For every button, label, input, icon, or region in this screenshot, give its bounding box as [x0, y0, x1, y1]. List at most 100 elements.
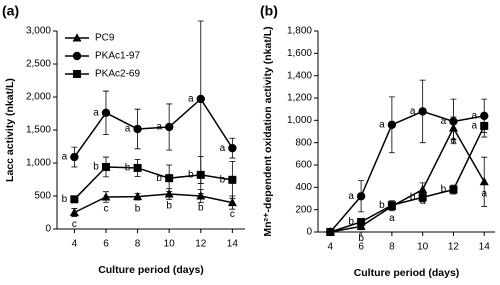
x-tick-label: 4: [72, 239, 78, 250]
x-axis-title: Culture period (days): [98, 264, 204, 276]
marker: [69, 207, 79, 216]
point-label: c: [103, 204, 108, 215]
point-label: c: [230, 209, 235, 220]
point-label: b: [198, 203, 204, 214]
marker: [227, 197, 237, 207]
panel-label: (a): [2, 3, 19, 19]
point-label: a: [348, 191, 354, 202]
legend-label: PKAc2-69: [95, 69, 140, 80]
y-tick-label: 1,500: [26, 125, 51, 136]
point-label: a: [220, 143, 226, 154]
y-tick-label: 1,000: [26, 158, 51, 169]
point-label: b: [220, 174, 226, 185]
point-label: b: [188, 170, 194, 181]
y-axis-title: Mn²⁺-dependent oxidation activity (nkat/…: [262, 26, 274, 236]
point-label: a: [471, 111, 477, 122]
marker: [101, 108, 111, 118]
y-tick-label: 0: [306, 227, 312, 238]
point-label: a: [156, 122, 162, 133]
y-tick-label: 2,500: [26, 59, 51, 70]
point-label: c: [72, 219, 77, 230]
point-label: a: [410, 106, 416, 117]
x-tick-label: 6: [358, 242, 364, 253]
y-axis-title: Lacc activity (nkat/L): [4, 78, 16, 182]
marker: [356, 192, 366, 201]
y-tick-label: 600: [295, 160, 312, 171]
point-label: b: [166, 201, 172, 212]
marker: [196, 170, 205, 179]
point-label: a: [471, 121, 477, 132]
marker: [418, 193, 427, 202]
marker: [165, 174, 174, 183]
legend-label: PKAc1-97: [95, 51, 140, 62]
x-tick-label: 12: [448, 242, 460, 253]
y-tick-label: 1,400: [287, 70, 312, 81]
marker: [449, 185, 458, 194]
line: [330, 126, 485, 233]
point-label: a: [481, 188, 487, 199]
x-tick-label: 14: [479, 242, 491, 253]
series: a a a a a a: [62, 20, 237, 184]
x-tick-label: 8: [389, 242, 395, 253]
point-label: a: [441, 116, 447, 127]
panel-label: (b): [260, 3, 278, 19]
marker: [133, 191, 143, 201]
marker: [70, 152, 79, 162]
marker: [70, 195, 79, 204]
series: c c b b b c: [69, 188, 237, 230]
y-tick-label: 1,800: [287, 26, 312, 37]
x-tick-label: 6: [103, 239, 109, 250]
line: [73, 97, 233, 158]
line: [329, 110, 485, 233]
point-label: a: [389, 213, 395, 224]
y-tick-label: 1,200: [287, 93, 312, 104]
marker: [357, 217, 366, 226]
y-tick-label: 1,600: [287, 48, 312, 59]
point-label: a: [93, 107, 99, 118]
point-label: a: [379, 119, 385, 130]
point-label: b: [62, 194, 68, 205]
marker: [72, 51, 82, 61]
y-tick-label: 0: [45, 224, 51, 235]
x-tick-label: 14: [227, 239, 239, 250]
point-label: b: [379, 200, 385, 211]
marker: [101, 162, 110, 171]
y-tick-label: 2,000: [26, 92, 51, 103]
marker: [418, 107, 427, 116]
x-tick-label: 10: [417, 242, 429, 253]
y-tick-label: 800: [295, 137, 312, 148]
point-label: b: [135, 203, 141, 214]
point-label: b: [441, 184, 447, 195]
marker: [387, 201, 396, 210]
marker: [101, 192, 111, 201]
line: [74, 193, 233, 214]
marker: [196, 94, 205, 104]
point-label: b: [358, 233, 364, 244]
point-label: a: [62, 152, 68, 163]
line: [330, 125, 485, 233]
marker: [228, 143, 237, 153]
marker: [449, 117, 458, 126]
marker: [387, 120, 397, 129]
point-label: b: [156, 173, 162, 184]
marker: [196, 191, 206, 200]
y-tick-label: 3,000: [26, 26, 51, 37]
marker: [164, 122, 174, 132]
marker: [164, 189, 174, 198]
line: [73, 166, 233, 200]
series: b b b b b b: [62, 156, 237, 205]
point-label: b: [93, 162, 99, 173]
x-tick-label: 10: [164, 239, 176, 250]
marker: [480, 121, 489, 130]
point-label: b: [410, 192, 416, 203]
marker: [228, 175, 237, 184]
marker: [133, 124, 142, 134]
point-label: a: [125, 124, 131, 135]
x-tick-label: 4: [328, 242, 334, 253]
y-tick-label: 200: [295, 204, 312, 215]
legend-label: PC9: [95, 33, 115, 44]
point-label: b: [348, 217, 354, 228]
point-label: b: [125, 163, 131, 174]
